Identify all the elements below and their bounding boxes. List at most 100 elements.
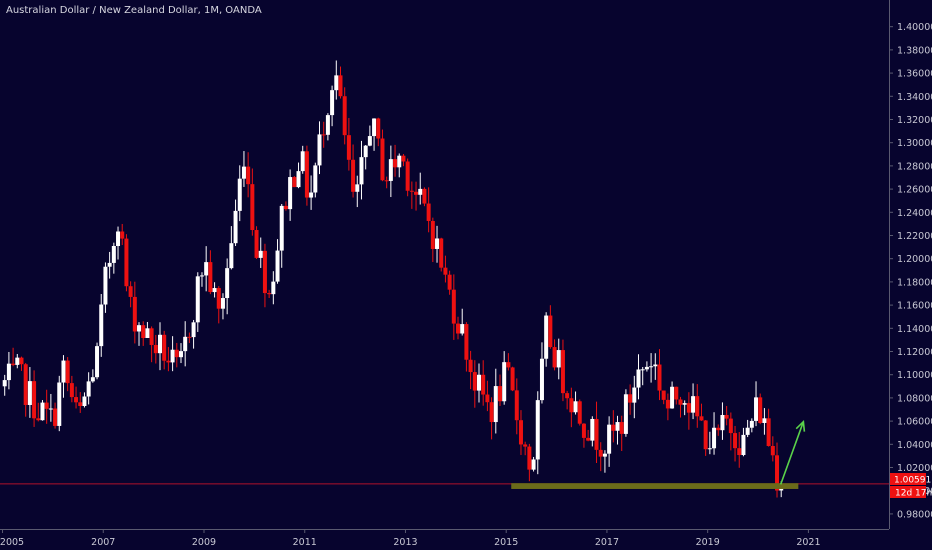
- bar-countdown-marker: 12d 17h: [890, 486, 932, 499]
- candle-body: [246, 166, 251, 185]
- candle-body: [628, 394, 633, 403]
- candle-body: [405, 161, 410, 191]
- candle-body: [233, 210, 238, 244]
- candle-body: [481, 374, 486, 395]
- y-tick-label: 1.08000: [897, 393, 932, 404]
- candle-body: [435, 238, 440, 249]
- candle-body: [199, 275, 204, 277]
- candle-body: [275, 250, 280, 282]
- candle-body: [23, 364, 28, 405]
- candle-body: [728, 418, 733, 434]
- candle-body: [497, 386, 502, 402]
- candle-body: [682, 403, 687, 405]
- candle-body: [523, 444, 528, 447]
- y-tick-label: 1.14000: [897, 324, 932, 335]
- candle-body: [552, 347, 557, 368]
- candle-body: [74, 397, 79, 403]
- candle-body: [141, 325, 146, 338]
- candle-body: [426, 203, 431, 221]
- candle-body: [241, 166, 246, 179]
- y-tick-label: 1.10000: [897, 370, 932, 381]
- y-tick-label: 1.20000: [897, 254, 932, 265]
- support-zone[interactable]: [511, 483, 799, 489]
- candle-body: [456, 323, 461, 334]
- up-arrow-shaft[interactable]: [779, 421, 805, 485]
- candle-body: [489, 402, 494, 423]
- candle-body: [418, 188, 423, 195]
- candle-body: [78, 402, 83, 407]
- candle-body: [116, 231, 121, 246]
- candle-body: [359, 157, 364, 185]
- candle-body: [464, 324, 469, 360]
- y-tick-label: 1.36000: [897, 69, 932, 80]
- candle-body: [556, 350, 561, 368]
- candle-body: [145, 328, 150, 338]
- candle-body: [15, 357, 20, 365]
- candle-body: [191, 322, 196, 338]
- candle-body: [220, 298, 225, 309]
- candle-body: [153, 344, 158, 354]
- candle-body: [548, 315, 553, 348]
- candle-body: [636, 369, 641, 388]
- candle-body: [649, 366, 654, 368]
- y-tick-label: 1.18000: [897, 277, 932, 288]
- candle-body: [397, 155, 402, 168]
- price-label: 1.00591: [894, 476, 931, 486]
- candle-body: [518, 420, 523, 445]
- candle-body: [699, 416, 704, 421]
- candle-body: [493, 386, 498, 423]
- candle-body: [48, 408, 53, 410]
- candle-body: [216, 288, 221, 309]
- x-tick-label: 2007: [91, 537, 115, 548]
- y-tick-label: 1.30000: [897, 138, 932, 149]
- candle-body: [716, 427, 721, 431]
- up-arrow-head[interactable]: [795, 419, 806, 432]
- candle-body: [195, 276, 200, 323]
- candle-body: [737, 448, 742, 456]
- candle-body: [506, 362, 511, 368]
- candle-body: [32, 381, 37, 419]
- chart-title: Australian Dollar / New Zealand Dollar, …: [6, 5, 262, 16]
- candle-body: [288, 177, 293, 210]
- candle-body: [283, 205, 288, 210]
- candle-body: [27, 381, 32, 405]
- candles-layer: [2, 60, 784, 498]
- candle-body: [422, 188, 427, 204]
- candle-body: [19, 357, 24, 365]
- candle-body: [678, 399, 683, 405]
- y-tick-label: 1.06000: [897, 417, 932, 428]
- candle-body: [598, 449, 603, 457]
- candle-body: [178, 351, 183, 358]
- candle-body: [158, 334, 163, 354]
- candle-body: [657, 364, 662, 391]
- candle-body: [590, 418, 595, 441]
- candle-body: [414, 191, 419, 195]
- candle-body: [69, 383, 74, 398]
- candle-body: [758, 397, 763, 423]
- candle-body: [120, 231, 125, 239]
- candle-body: [351, 159, 356, 192]
- candle-body: [86, 381, 91, 397]
- candle-body: [82, 396, 87, 407]
- candle-body: [2, 380, 7, 387]
- y-tick-label: 1.04000: [897, 440, 932, 451]
- candle-body: [342, 96, 347, 136]
- candle-body: [510, 367, 515, 391]
- candle-body: [103, 266, 108, 305]
- candle-body: [477, 374, 482, 391]
- candle-body: [443, 267, 448, 275]
- candle-body: [661, 390, 666, 400]
- candle-body: [384, 180, 389, 182]
- candle-body: [594, 418, 599, 450]
- candle-body: [565, 393, 570, 399]
- candle-body: [187, 336, 192, 338]
- candle-body: [720, 414, 725, 431]
- x-tick-label: 2011: [293, 537, 317, 548]
- candle-body: [762, 418, 767, 423]
- countdown-box-bg: [890, 486, 926, 498]
- candle-body: [539, 358, 544, 401]
- candle-body: [279, 205, 284, 251]
- candle-body: [124, 238, 129, 287]
- candle-body: [166, 360, 171, 363]
